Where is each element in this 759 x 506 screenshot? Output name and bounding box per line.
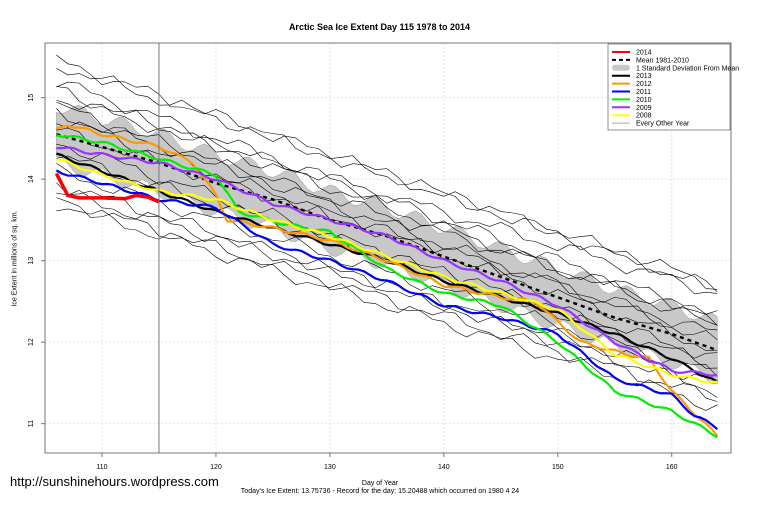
other-year-line [56, 99, 718, 295]
y-tick-label: 13 [28, 257, 35, 265]
series-line-2014 [54, 172, 160, 204]
other-year-line [56, 155, 718, 359]
legend-label: Mean 1981-2010 [636, 57, 689, 64]
x-tick-label: 150 [552, 464, 564, 471]
series-line-2010 [56, 134, 718, 439]
other-year-line [56, 208, 718, 411]
y-tick-label: 11 [28, 420, 35, 427]
other-year-line [56, 81, 718, 315]
legend-label: 2009 [636, 105, 652, 112]
y-tick-label: 12 [28, 338, 35, 346]
legend-label: Every Other Year [636, 121, 690, 128]
x-tick-label: 110 [96, 464, 107, 471]
other-year-line [56, 86, 718, 326]
series-line-2011 [55, 169, 719, 431]
legend-label: 2012 [636, 81, 652, 88]
legend-label: 2008 [636, 113, 652, 120]
x-axis-label: Day of Year [361, 480, 399, 487]
x-tick-label: 120 [210, 464, 222, 471]
y-tick-label: 15 [28, 94, 35, 102]
x-tick-label: 160 [666, 464, 678, 471]
chart-title: Arctic Sea Ice Extent Day 115 1978 to 20… [288, 22, 471, 32]
other-year-line [56, 197, 718, 402]
other-year-line [56, 67, 718, 290]
source-url[interactable]: http://sunshinehours.wordpress.com [10, 474, 219, 489]
x-tick-label: 130 [324, 464, 336, 471]
other-year-line [56, 121, 718, 352]
other-year-line [56, 101, 718, 341]
legend-swatch [612, 64, 630, 71]
legend-label: 2011 [636, 89, 651, 96]
plot-frame [44, 42, 732, 454]
x-tick-label: 140 [438, 464, 450, 471]
legend-label: 2013 [636, 73, 652, 80]
other-year-line [56, 54, 718, 293]
y-tick-label: 14 [28, 175, 35, 183]
other-year-line [56, 108, 718, 326]
legend-label: 1 Standard Deviation From Mean [636, 65, 739, 72]
legend-label: 2010 [636, 97, 652, 104]
series-line-2008 [56, 158, 718, 384]
footer-note: Today's Ice Extent: 13.75736 - Record fo… [240, 488, 520, 495]
other-year-line [56, 143, 718, 369]
series-line-2009 [56, 146, 718, 377]
legend-label: 2014 [636, 50, 652, 57]
